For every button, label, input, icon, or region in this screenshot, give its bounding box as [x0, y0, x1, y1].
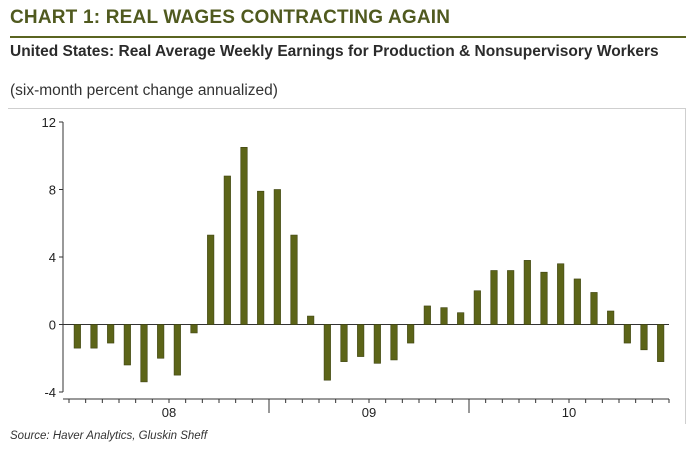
- bar: [207, 234, 215, 325]
- bar: [507, 270, 515, 325]
- bar: [173, 324, 181, 376]
- y-tick-label: -4: [44, 385, 56, 400]
- bar: [290, 234, 298, 325]
- bar: [640, 324, 648, 351]
- bar: [623, 324, 631, 344]
- bar: [257, 190, 265, 325]
- bar: [657, 324, 665, 362]
- plot-area: 12 8 4 0 -4 08 09 10: [8, 108, 686, 424]
- bar: [407, 324, 415, 344]
- bar: [340, 324, 348, 362]
- bar: [190, 324, 198, 334]
- bar: [390, 324, 398, 361]
- bar: [90, 324, 98, 349]
- y-tick-label: 0: [49, 318, 56, 333]
- chart-subtitle: United States: Real Average Weekly Earni…: [10, 43, 659, 60]
- bar: [107, 324, 115, 344]
- chart-units-note: (six-month percent change annualized): [10, 82, 278, 99]
- y-tick-label: 12: [42, 115, 56, 130]
- bar: [523, 260, 531, 325]
- title-divider: [10, 36, 686, 38]
- bar: [607, 310, 615, 325]
- x-tick-label: 08: [162, 405, 176, 420]
- bar: [473, 290, 481, 325]
- bar: [573, 278, 581, 325]
- y-tick-label: 4: [49, 250, 56, 265]
- bar: [123, 324, 131, 366]
- bar: [307, 315, 315, 325]
- bar-chart: 12 8 4 0 -4 08 09 10: [42, 115, 670, 420]
- bar: [157, 324, 165, 359]
- bar: [557, 263, 565, 325]
- y-tick-label: 8: [49, 183, 56, 198]
- bar: [590, 292, 598, 325]
- x-tick-label: 09: [362, 405, 376, 420]
- bar: [273, 189, 281, 325]
- bar: [540, 271, 548, 325]
- bar: [240, 147, 248, 325]
- source-note: Source: Haver Analytics, Gluskin Sheff: [10, 430, 208, 442]
- bar: [440, 307, 448, 325]
- bar: [140, 324, 148, 383]
- bar: [423, 305, 431, 325]
- bar: [490, 270, 498, 325]
- bar: [223, 175, 231, 325]
- chart-title: CHART 1: REAL WAGES CONTRACTING AGAIN: [10, 7, 451, 28]
- bar: [357, 324, 365, 357]
- bar: [373, 324, 381, 364]
- x-tick-label: 10: [562, 405, 576, 420]
- bar: [323, 324, 331, 381]
- bar: [457, 312, 465, 325]
- bar: [73, 324, 81, 349]
